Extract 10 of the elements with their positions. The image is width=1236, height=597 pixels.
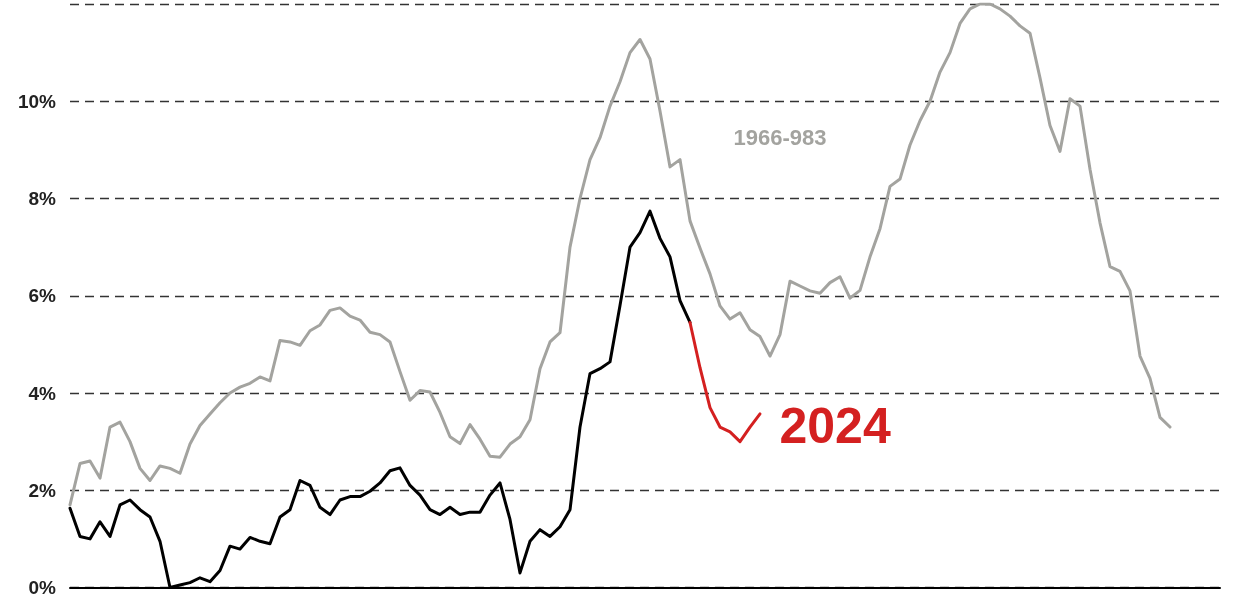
y-tick-label: 8% [28,188,57,209]
y-tick-label: 4% [28,382,57,404]
y-tick-label: 10% [17,90,57,112]
y-tick-label: 6% [28,285,57,307]
line-series [68,2,1172,507]
y-tick-label: 0% [28,577,57,597]
line-series [688,320,762,444]
text: 1966-983 [733,124,827,150]
series-label: 2024 [779,397,891,454]
y-tick-label: 2% [28,479,57,501]
